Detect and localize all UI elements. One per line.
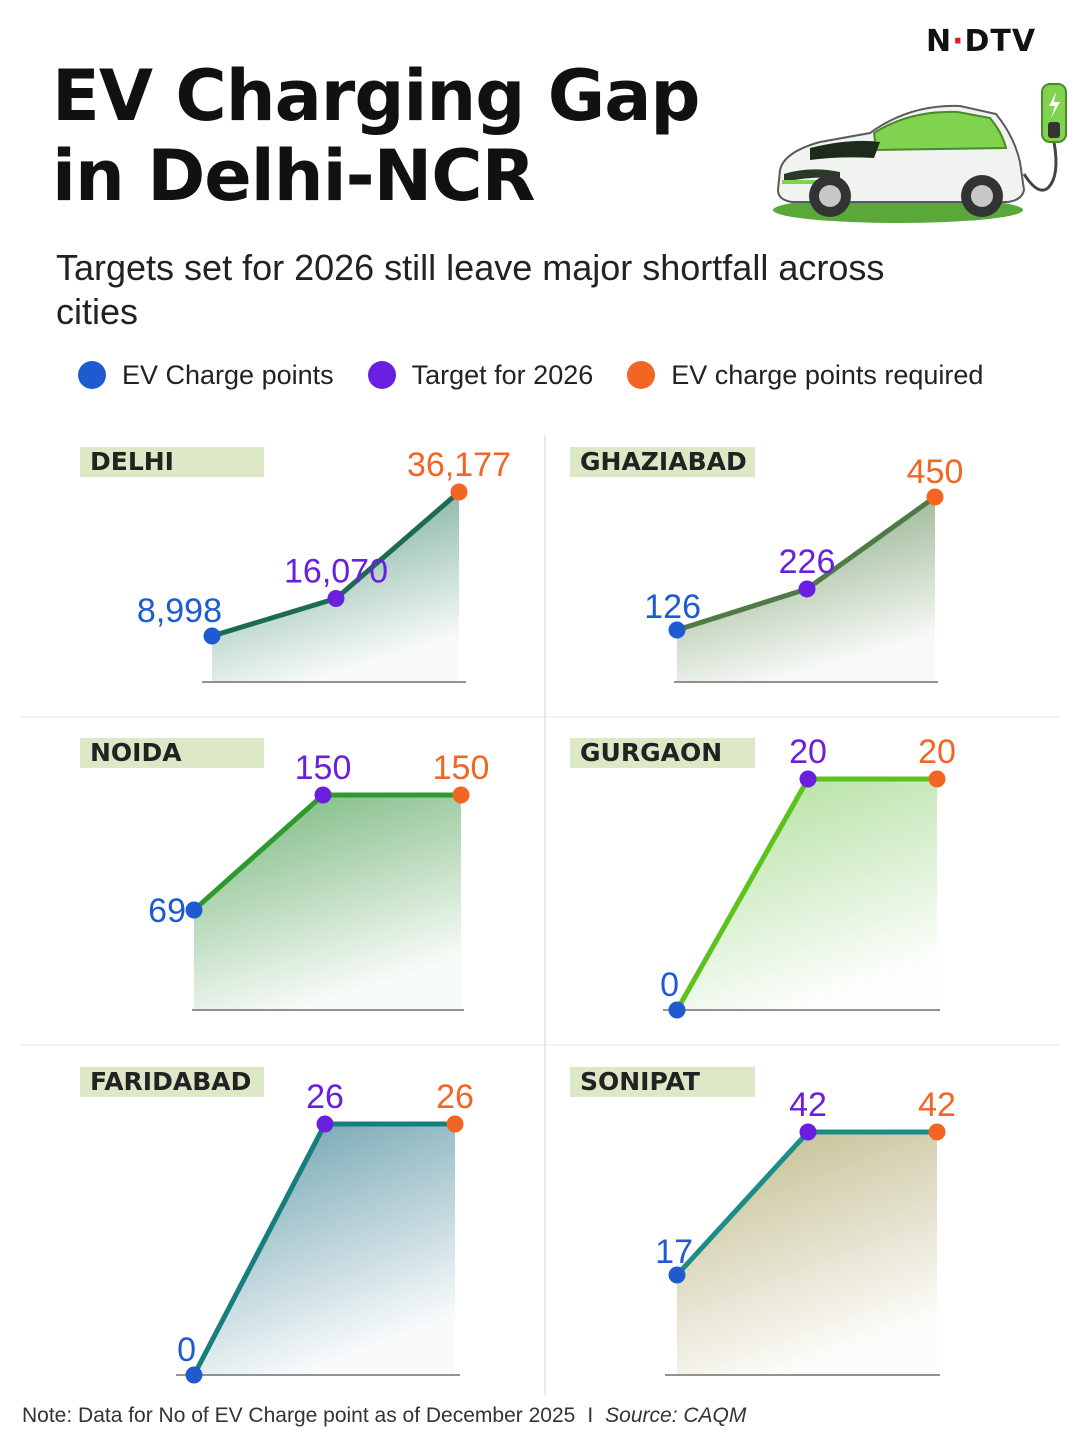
data-point-target	[316, 1115, 334, 1133]
city-label-gurgaon: GURGAON	[570, 738, 755, 768]
footnote: Note: Data for No of EV Charge point as …	[22, 1404, 746, 1428]
footnote-separator: I	[587, 1404, 594, 1427]
data-point-target	[799, 770, 817, 788]
data-label-current: 69	[148, 892, 186, 930]
legend-item-target: Target for 2026	[367, 359, 594, 391]
data-point-current	[185, 901, 203, 919]
data-label-target: 226	[779, 543, 836, 581]
area-fill-faridabad	[194, 1124, 455, 1375]
logo-dot: ·	[952, 24, 965, 59]
data-point-required	[450, 483, 468, 501]
legend-item-current: EV Charge points	[78, 360, 334, 391]
area-fill-noida	[194, 795, 461, 1010]
data-label-required: 42	[918, 1086, 956, 1124]
data-point-required	[452, 786, 470, 804]
data-point-current	[668, 1001, 686, 1019]
city-label-sonipat: SONIPAT	[570, 1067, 755, 1097]
city-label-noida: NOIDA	[80, 738, 264, 768]
footnote-note: Note: Data for No of EV Charge point as …	[22, 1404, 576, 1427]
city-label-ghaziabad: GHAZIABAD	[570, 447, 755, 477]
data-point-current	[668, 621, 686, 639]
data-label-target: 26	[306, 1078, 344, 1116]
data-point-required	[446, 1115, 464, 1133]
data-label-required: 20	[918, 733, 956, 771]
legend-label: Target for 2026	[411, 359, 594, 390]
data-point-target	[799, 1123, 817, 1141]
data-point-target	[327, 590, 345, 608]
page-title: EV Charging Gap in Delhi-NCR	[52, 55, 701, 217]
legend-swatch-purple	[367, 361, 396, 389]
data-label-target: 20	[789, 733, 827, 771]
area-fill-sonipat	[677, 1132, 937, 1375]
data-label-current: 0	[660, 966, 679, 1004]
city-label-delhi: DELHI	[80, 447, 264, 477]
legend-swatch-orange	[627, 361, 656, 389]
data-label-target: 42	[789, 1086, 827, 1124]
logo-part: N	[926, 24, 953, 59]
ndtv-logo: N·DTV	[926, 24, 1036, 59]
legend-item-required: EV charge points required	[627, 360, 983, 391]
legend-label: EV Charge points	[122, 359, 334, 390]
ev-car-charging-icon	[773, 83, 1067, 223]
data-point-required	[928, 1123, 946, 1141]
data-point-required	[926, 488, 944, 506]
data-label-target: 16,070	[284, 553, 388, 591]
data-label-required: 450	[907, 453, 964, 491]
page-subtitle: Targets set for 2026 still leave major s…	[56, 247, 885, 332]
area-fill-gurgaon	[677, 779, 937, 1010]
data-label-current: 8,998	[137, 592, 222, 630]
footnote-source: Source: CAQM	[605, 1404, 747, 1427]
legend: EV Charge points Target for 2026 EV char…	[78, 355, 1017, 395]
data-point-required	[928, 770, 946, 788]
area-fill-delhi	[212, 492, 459, 682]
data-point-current	[668, 1266, 686, 1284]
logo-part: DTV	[964, 24, 1037, 59]
data-label-current: 126	[644, 588, 701, 626]
legend-swatch-blue	[78, 361, 106, 389]
data-label-required: 26	[436, 1078, 474, 1116]
data-point-target	[314, 786, 332, 804]
data-label-target: 150	[295, 749, 352, 787]
city-label-faridabad: FARIDABAD	[80, 1067, 264, 1097]
legend-label: EV charge points required	[671, 359, 984, 390]
data-label-current: 17	[655, 1233, 693, 1271]
data-label-current: 0	[177, 1331, 196, 1369]
data-label-required: 150	[433, 749, 490, 787]
data-point-current	[185, 1366, 203, 1384]
data-point-target	[798, 580, 816, 598]
data-point-current	[203, 627, 221, 645]
data-label-required: 36,177	[407, 446, 511, 484]
